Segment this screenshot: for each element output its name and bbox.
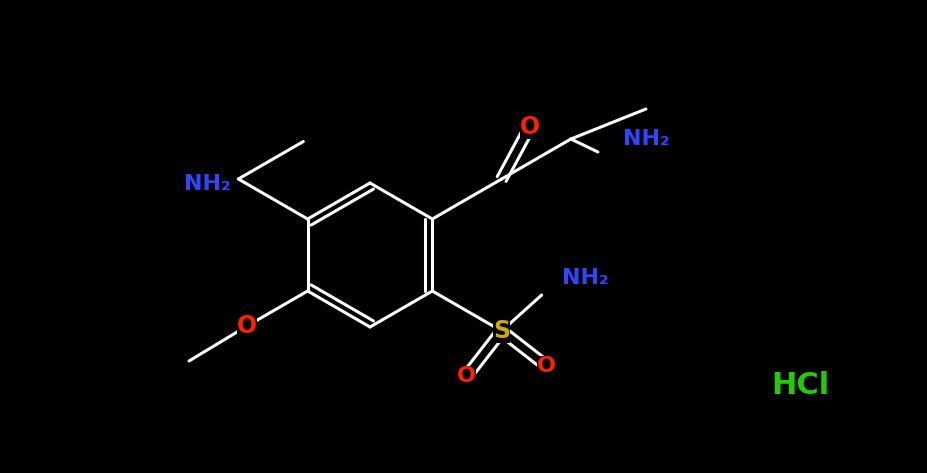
- Text: O: O: [236, 314, 257, 338]
- Text: NH₂: NH₂: [622, 129, 669, 149]
- Text: S: S: [492, 319, 510, 343]
- Text: O: O: [519, 115, 540, 139]
- Text: NH₂: NH₂: [184, 174, 230, 194]
- Text: O: O: [537, 356, 555, 376]
- Text: O: O: [457, 366, 476, 386]
- Text: HCl: HCl: [770, 370, 828, 400]
- Text: NH₂: NH₂: [561, 268, 608, 288]
